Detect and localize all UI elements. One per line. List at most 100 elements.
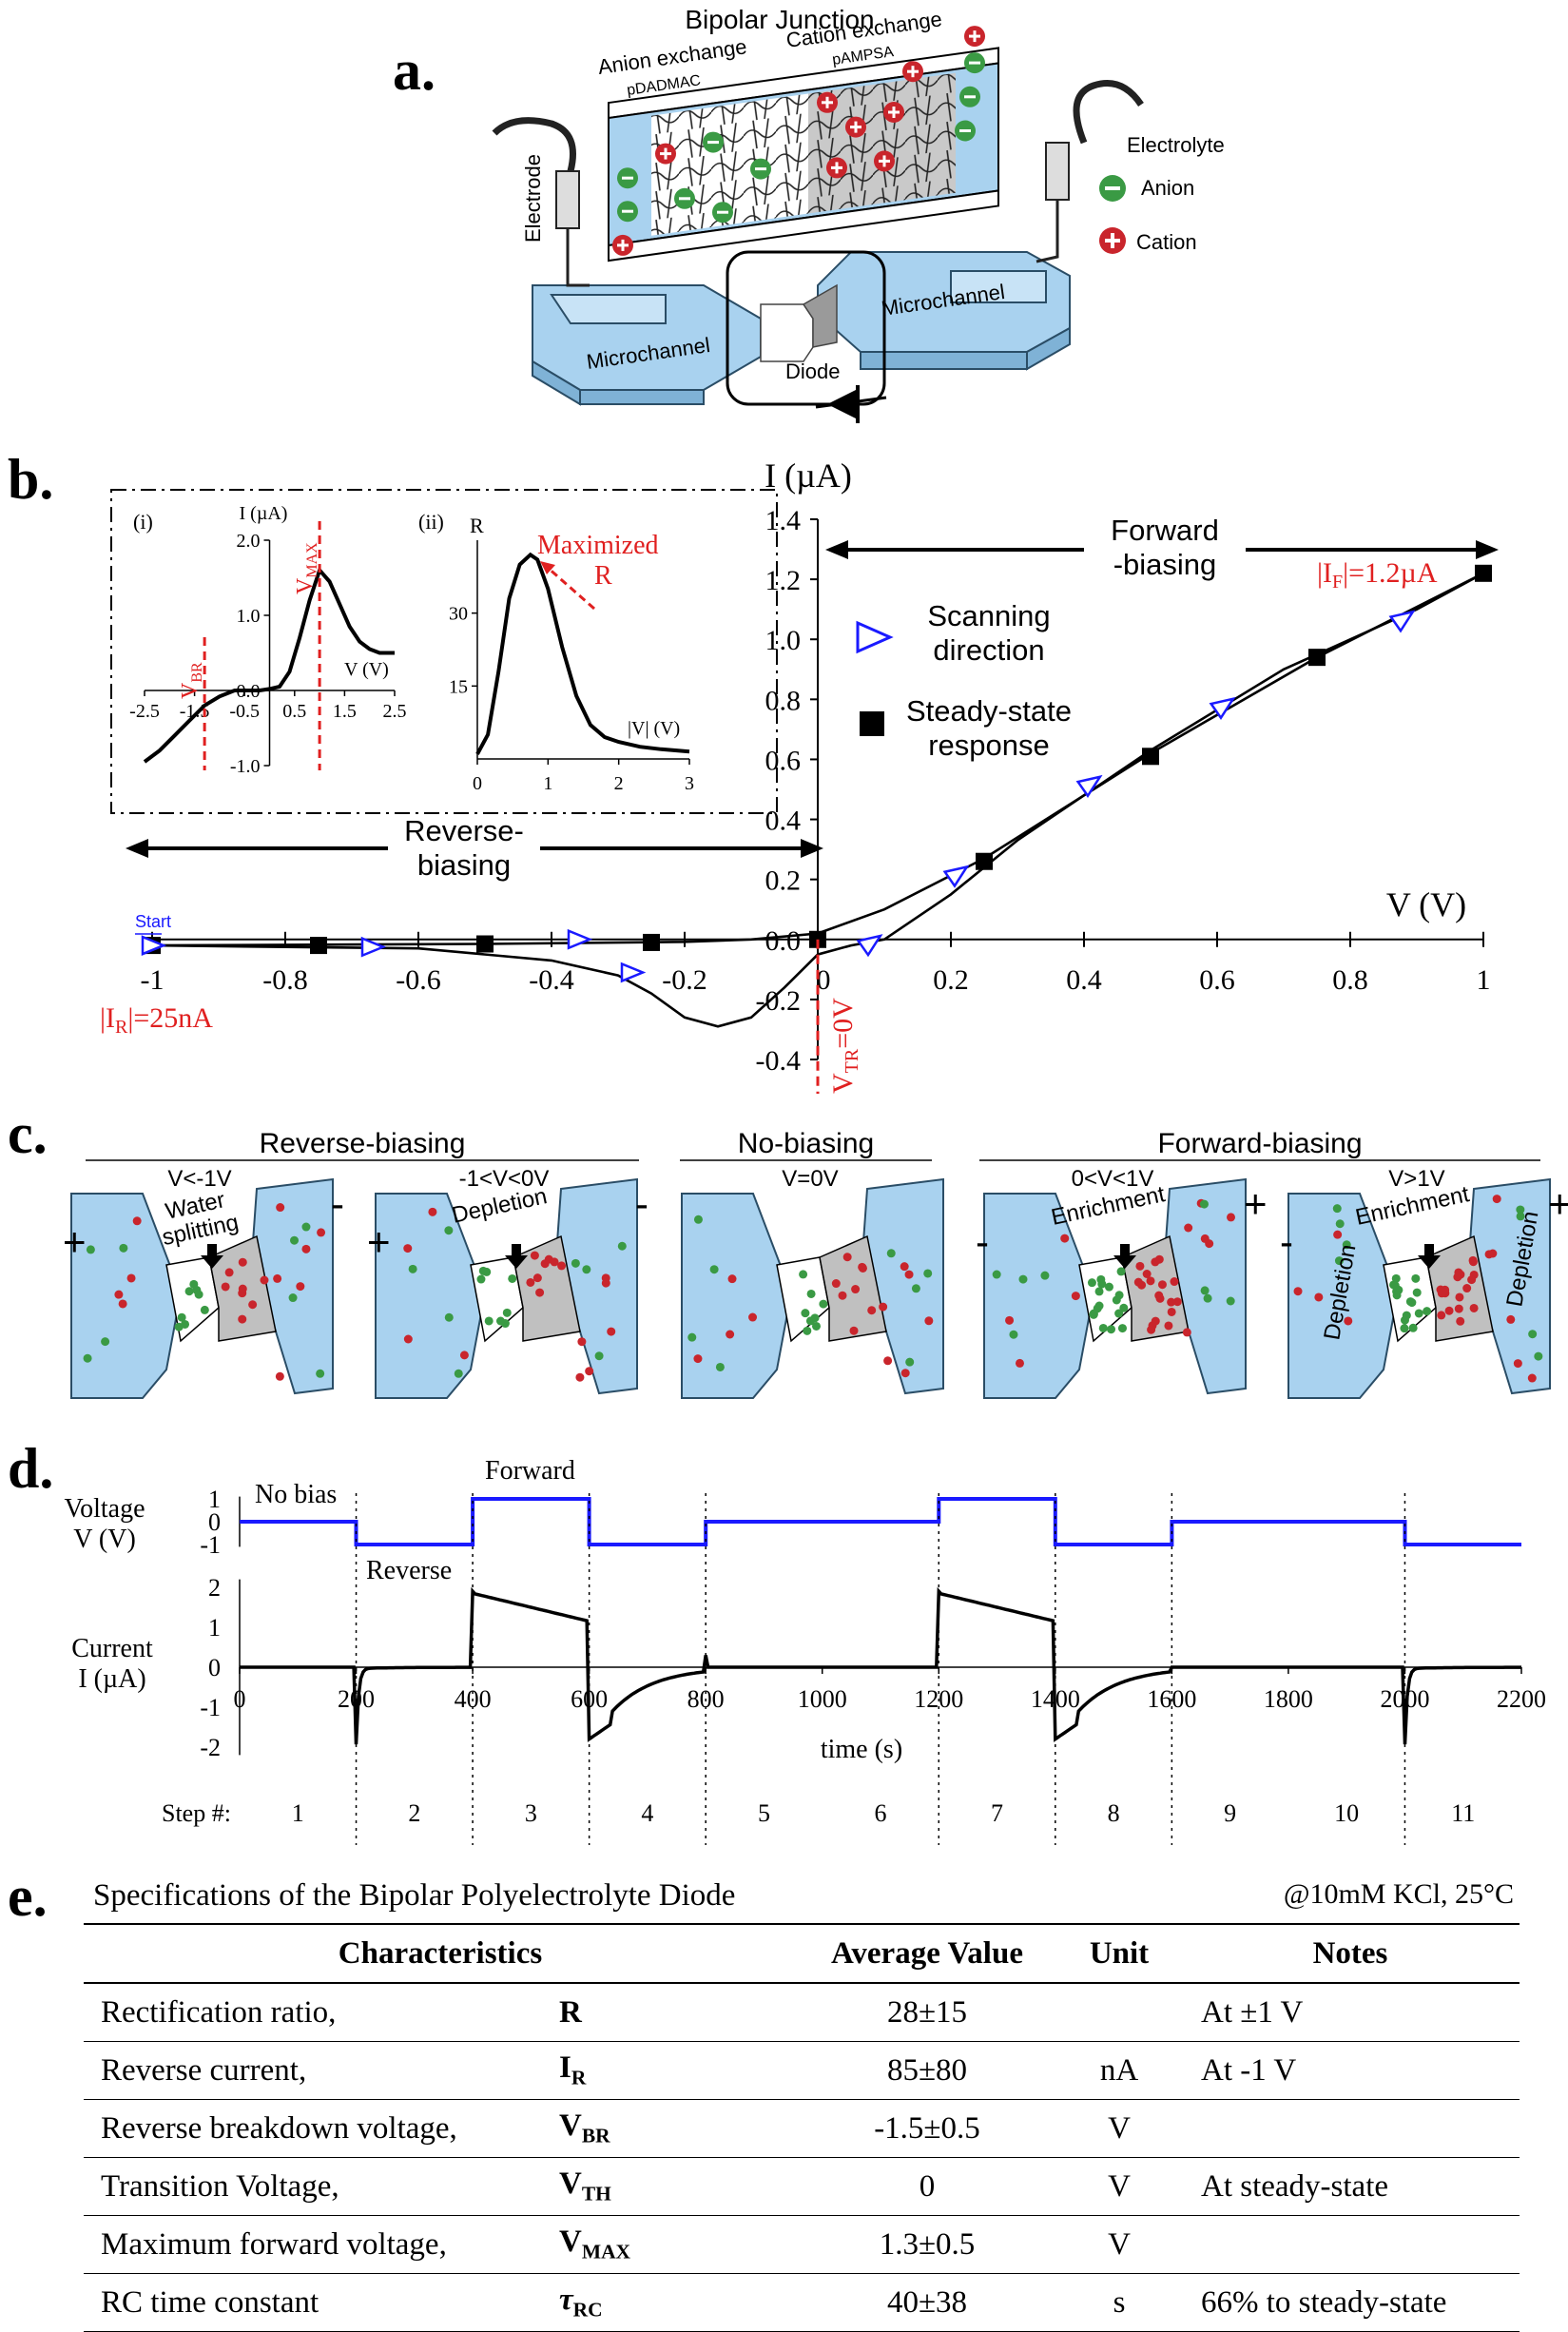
junction-cation bbox=[1167, 1307, 1176, 1316]
y-tick-label: 1.0 bbox=[765, 625, 802, 656]
panel-label-d: d. bbox=[8, 1437, 54, 1500]
left-polarity: - bbox=[976, 1219, 989, 1264]
junction-cation bbox=[248, 1300, 258, 1310]
ion bbox=[607, 1327, 616, 1336]
steady-state-point bbox=[1308, 649, 1326, 667]
characteristic-symbol: τRC bbox=[558, 2273, 798, 2332]
junction-anion bbox=[1089, 1309, 1098, 1318]
characteristic-name: Maximum forward voltage, bbox=[84, 2215, 558, 2274]
step-number: 10 bbox=[1334, 1799, 1359, 1827]
ion bbox=[693, 1215, 703, 1224]
ion bbox=[1492, 1195, 1501, 1204]
y-tick-label: -0.2 bbox=[756, 985, 802, 1017]
ion bbox=[1060, 1234, 1070, 1243]
inset-x-tick-label: -0.5 bbox=[229, 701, 260, 722]
ion bbox=[1527, 1373, 1537, 1383]
ion bbox=[727, 1274, 737, 1284]
junction-cation bbox=[1154, 1291, 1164, 1300]
junction-anion bbox=[1094, 1301, 1104, 1311]
inset-ii-ylabel: R bbox=[470, 514, 484, 537]
inset-x-tick-label: 3 bbox=[685, 773, 694, 794]
biasing-cartoon: 0<V<1V-+Enrichment bbox=[976, 1166, 1268, 1399]
ion bbox=[577, 1337, 587, 1347]
junction-cation bbox=[1437, 1289, 1446, 1298]
ion bbox=[1018, 1274, 1028, 1284]
junction-anion bbox=[1116, 1267, 1126, 1276]
mechanism-arrow bbox=[1113, 1244, 1136, 1269]
junction-cation bbox=[858, 1263, 867, 1273]
forward-label: Forward bbox=[485, 1456, 575, 1486]
ion bbox=[585, 1367, 594, 1376]
junction-anion bbox=[1119, 1303, 1129, 1312]
diode-label: Diode bbox=[785, 360, 840, 383]
steady-curve bbox=[151, 572, 1484, 947]
ion bbox=[1015, 1358, 1024, 1368]
ion bbox=[1528, 1330, 1538, 1339]
junction-anion bbox=[1087, 1278, 1096, 1288]
junction-cation bbox=[851, 1285, 861, 1294]
voltage-tick-label: 1 bbox=[208, 1486, 221, 1513]
biasing-cartoon: V<-1V+-Watersplitting bbox=[63, 1166, 344, 1399]
junction-cation bbox=[1135, 1261, 1145, 1271]
ion-sign-vertical bbox=[854, 121, 858, 133]
biasing-group-title: No-biasing bbox=[738, 1128, 874, 1159]
junction-cation bbox=[532, 1273, 542, 1283]
junction-cation bbox=[1437, 1311, 1446, 1320]
left-reservoir bbox=[70, 1193, 183, 1399]
junction-cation bbox=[1453, 1273, 1462, 1282]
cation-legend-label: Cation bbox=[1136, 230, 1197, 254]
y-tick-label: 1.4 bbox=[765, 505, 802, 536]
spec-table: Specifications of the Bipolar Polyelectr… bbox=[84, 1878, 1520, 2332]
unit: V bbox=[1056, 2157, 1182, 2216]
ion bbox=[879, 1302, 888, 1312]
electrode-label: Electrode bbox=[521, 154, 545, 243]
right-polarity: - bbox=[331, 1181, 344, 1226]
ion bbox=[1314, 1292, 1324, 1302]
time-tick-label: 2200 bbox=[1497, 1685, 1546, 1713]
step-label: Step #: bbox=[162, 1799, 231, 1827]
left-polarity: - bbox=[1280, 1219, 1293, 1264]
right-microchannel bbox=[817, 251, 1071, 371]
ion bbox=[1333, 1230, 1343, 1239]
ion bbox=[693, 1354, 703, 1364]
vmax-label: VMAX bbox=[293, 542, 320, 594]
junction-anion bbox=[1405, 1297, 1415, 1307]
symbol-subscript: BR bbox=[581, 2124, 610, 2147]
ion bbox=[1344, 1316, 1353, 1326]
symbol-main: V bbox=[559, 2225, 582, 2260]
ion bbox=[403, 1334, 413, 1344]
junction-cation bbox=[238, 1314, 247, 1324]
average-value: -1.5±0.5 bbox=[798, 2099, 1056, 2158]
table-row: Rectification ratio, R 28±15 At ±1 V bbox=[84, 1983, 1520, 2042]
inset-x-tick-label: 2 bbox=[614, 773, 624, 794]
ion-sign bbox=[622, 209, 633, 213]
junction-anion bbox=[1114, 1291, 1124, 1300]
left-electrode bbox=[492, 117, 590, 287]
anion-legend-label: Anion bbox=[1141, 176, 1194, 200]
ion bbox=[900, 1262, 909, 1272]
current-tick-label: 0 bbox=[208, 1654, 221, 1681]
junction-anion bbox=[476, 1274, 486, 1284]
junction-cation bbox=[1456, 1316, 1465, 1326]
inset-x-tick-label: 0.5 bbox=[282, 701, 306, 722]
header-characteristics: Characteristics bbox=[84, 1925, 798, 1984]
ion bbox=[1332, 1204, 1342, 1214]
junction-anion bbox=[801, 1309, 810, 1318]
ion-sign bbox=[679, 197, 690, 201]
left-reservoir bbox=[681, 1193, 793, 1399]
ion bbox=[276, 1203, 285, 1213]
panel-label-a: a. bbox=[393, 39, 436, 102]
junction-anion bbox=[508, 1273, 517, 1283]
junction-anion bbox=[495, 1316, 505, 1326]
ion-sign bbox=[964, 95, 976, 99]
y-tick-label: -0.4 bbox=[756, 1045, 802, 1077]
characteristic-symbol: IR bbox=[558, 2041, 798, 2100]
symbol-subscript: R bbox=[571, 2066, 587, 2089]
x-axis-title: V (V) bbox=[1386, 885, 1466, 923]
junction-cation bbox=[838, 1291, 847, 1300]
symbol-subscript: RC bbox=[572, 2298, 603, 2322]
ion bbox=[726, 1330, 735, 1339]
junction-cation bbox=[867, 1306, 877, 1315]
time-tick-label: 1000 bbox=[798, 1685, 847, 1713]
